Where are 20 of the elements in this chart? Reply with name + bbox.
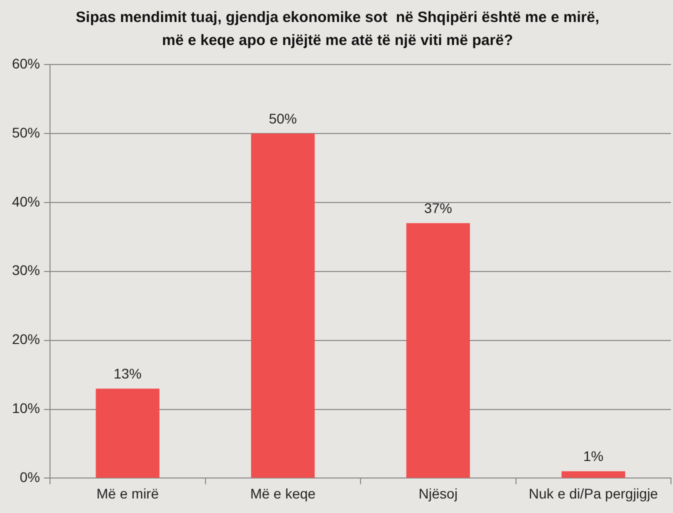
- y-tick-label: 30%: [12, 262, 40, 278]
- data-label: 50%: [268, 110, 297, 126]
- x-tick-label: Më e keqe: [250, 485, 316, 502]
- y-tick-label: 50%: [12, 124, 40, 140]
- bar: [562, 471, 626, 478]
- data-label: 37%: [424, 200, 452, 216]
- y-tick-label: 20%: [12, 331, 40, 348]
- x-tick-label: Njësoj: [418, 485, 458, 502]
- data-label: 13%: [114, 365, 142, 382]
- bar: [96, 388, 160, 478]
- x-tick-label: Më e mirë: [96, 485, 159, 502]
- x-tick-label: Nuk e di/Pa pergjigje: [528, 485, 658, 502]
- y-tick-label: 0%: [20, 469, 40, 486]
- bar: [406, 223, 470, 478]
- data-label: 1%: [583, 448, 604, 464]
- y-tick-label: 10%: [12, 400, 40, 416]
- chart-title: Sipas mendimit tuaj, gjendja ekonomike sot në Shqipëri është me e mirë, më e keqe apo e njëjtë me atë të një viti më parë?: [76, 8, 600, 50]
- y-tick-label: 40%: [12, 193, 40, 210]
- bar: [251, 133, 315, 478]
- y-tick-label: 60%: [12, 55, 40, 72]
